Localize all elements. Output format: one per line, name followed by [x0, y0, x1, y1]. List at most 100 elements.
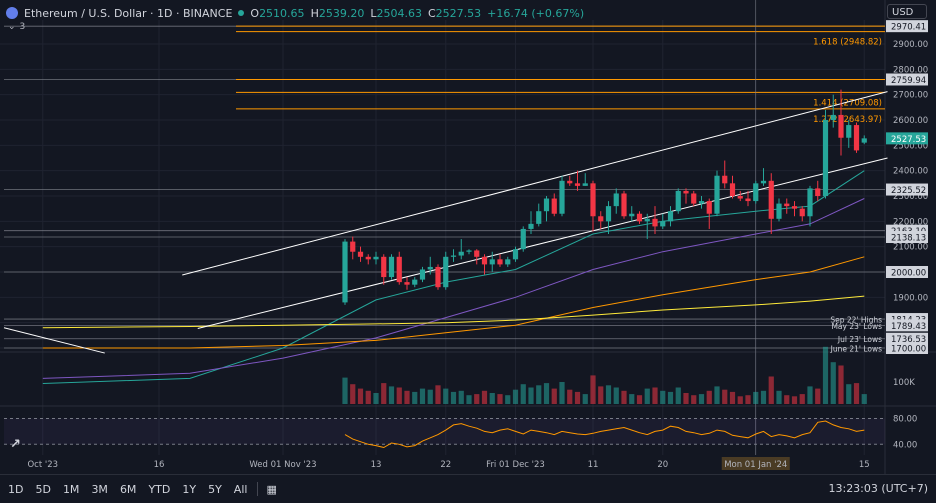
- timeframe-1y[interactable]: 1Y: [182, 482, 197, 496]
- time-axis-tick-label: 20: [657, 460, 668, 470]
- change-value: +16.74 (+0.67%): [487, 6, 585, 20]
- volume-bar: [396, 387, 402, 404]
- volume-bar: [412, 391, 418, 404]
- price-level-note: June 21' Lows: [830, 345, 882, 354]
- time-axis-tick-label: Fri 01 Dec '23: [486, 460, 545, 470]
- timeframe-1m[interactable]: 1M: [62, 482, 80, 496]
- chevron-down-icon: ⌄: [8, 22, 16, 32]
- open-value: 2510.65: [259, 6, 305, 20]
- volume-bar: [760, 390, 767, 404]
- volume-bar: [497, 394, 503, 404]
- price-axis-tick-label: 2400.00: [893, 167, 928, 177]
- candle-body: [567, 180, 573, 184]
- time-axis-tick-label: Wed 01 Nov '23: [249, 460, 316, 470]
- candle-body: [458, 251, 464, 256]
- timeframe-1d[interactable]: 1D: [8, 482, 24, 496]
- volume-bar: [629, 394, 635, 404]
- price-level-tag-label: 2759.94: [891, 76, 926, 86]
- volume-bar: [722, 389, 728, 404]
- volume-bar: [528, 387, 534, 404]
- time-axis-tick-label: 11: [588, 460, 599, 470]
- moving-average-line: [42, 295, 865, 329]
- market-open-dot-icon: [238, 10, 245, 16]
- candle-body: [543, 198, 550, 212]
- candle-body: [629, 213, 635, 217]
- candle-body: [815, 188, 821, 196]
- candle-body: [435, 266, 441, 288]
- price-axis-tick-label: 2500.00: [893, 141, 928, 151]
- volume-bar: [574, 391, 581, 404]
- timeframe-all[interactable]: All: [233, 482, 248, 496]
- price-axis-tick-label: 2100.00: [893, 243, 928, 253]
- price-level-tag: [886, 342, 928, 354]
- candle-body: [722, 175, 728, 184]
- volume-bar: [551, 388, 557, 404]
- candle-body: [776, 203, 782, 219]
- volume-bar: [512, 389, 519, 404]
- volume-bar: [675, 387, 681, 404]
- price-level-tag-label: 2970.41: [891, 23, 926, 33]
- candle-body: [729, 183, 736, 196]
- volume-bar: [419, 388, 426, 404]
- volume-bar: [644, 388, 650, 404]
- volume-bar: [505, 395, 511, 404]
- candle-body: [861, 138, 867, 143]
- volume-bar: [791, 396, 798, 404]
- volume-bar: [838, 365, 844, 404]
- time-axis-tick-label: 15: [859, 460, 870, 470]
- timeframe-5d[interactable]: 5D: [35, 482, 51, 496]
- volume-bar: [784, 395, 790, 404]
- candle-body: [853, 125, 860, 151]
- candle-body: [830, 114, 836, 120]
- timeframe-5y[interactable]: 5Y: [208, 482, 222, 496]
- calendar-range-icon[interactable]: ▦: [266, 482, 277, 496]
- candle-body: [846, 125, 852, 138]
- volume-bar: [706, 390, 712, 404]
- volume-bar: [582, 394, 588, 404]
- indicators-toggle[interactable]: ⌄ 3: [8, 22, 25, 32]
- time-axis-tick-label: Oct '23: [27, 460, 58, 470]
- candle-body: [481, 256, 488, 265]
- fib-level-label: 1.272 (2643.97): [813, 115, 882, 125]
- low-value: 2504.63: [376, 6, 422, 20]
- candle-body: [784, 203, 790, 207]
- candle-body: [691, 193, 697, 204]
- candle-body: [536, 211, 542, 224]
- clock-readout[interactable]: 13:23:03 (UTC+7): [828, 482, 928, 495]
- candle-body: [342, 241, 348, 303]
- candle-body: [698, 201, 705, 204]
- volume-bar: [474, 394, 480, 404]
- price-level-tag-label: 1789.43: [891, 322, 926, 332]
- indicator-count: 3: [19, 22, 26, 32]
- volume-bar: [427, 389, 433, 404]
- volume-bar: [481, 390, 488, 404]
- volume-bar: [458, 390, 464, 404]
- candle-body: [706, 201, 712, 214]
- moving-average-line: [42, 198, 865, 379]
- timeframe-3m[interactable]: 3M: [91, 482, 108, 496]
- volume-bar: [559, 382, 565, 404]
- candle-body: [497, 259, 503, 265]
- volume-bar: [598, 386, 604, 404]
- symbol-title[interactable]: Ethereum / U.S. Dollar · 1D · BINANCE: [24, 6, 233, 20]
- candle-body: [737, 196, 743, 199]
- rsi-line: [344, 420, 865, 449]
- bottom-toolbar: 1D 5D 1M 3M 6M YTD 1Y 5Y All ▦ 13:23:03 …: [0, 474, 936, 503]
- timeframe-6m[interactable]: 6M: [119, 482, 137, 496]
- volume-bar: [365, 390, 371, 404]
- close-value: 2527.53: [435, 6, 482, 20]
- candle-body: [714, 175, 720, 214]
- price-axis-tick-label: 2900.00: [893, 40, 928, 50]
- volume-bar: [698, 394, 705, 404]
- volume-bar: [466, 395, 472, 404]
- volume-bar: [815, 388, 821, 404]
- volume-bar: [807, 386, 813, 404]
- currency-select[interactable]: USD: [887, 4, 927, 19]
- candle-body: [412, 279, 418, 285]
- volume-bar: [636, 395, 643, 404]
- volume-bar: [404, 390, 410, 404]
- price-chart[interactable]: 1.618 (2948.82) 1.414 (2709.08) 1.272 (264…: [0, 0, 936, 474]
- crosshair-date-tag: [721, 457, 790, 470]
- timeframe-ytd[interactable]: YTD: [148, 482, 171, 496]
- candle-body: [799, 208, 805, 217]
